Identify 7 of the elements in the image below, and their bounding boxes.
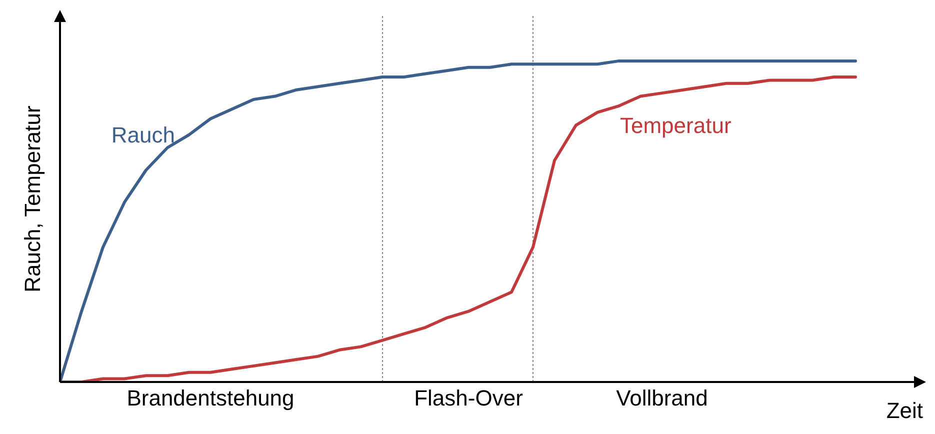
series-label: Temperatur: [620, 112, 732, 138]
series-label: Rauch: [111, 122, 175, 148]
x-axis-title: Zeit: [886, 398, 923, 423]
x-tick-label: Brandentstehung: [126, 386, 294, 411]
y-axis-title: Rauch, Temperatur: [20, 106, 45, 292]
x-tick-label: Vollbrand: [616, 386, 708, 411]
x-tick-label: Flash-Over: [414, 386, 523, 411]
